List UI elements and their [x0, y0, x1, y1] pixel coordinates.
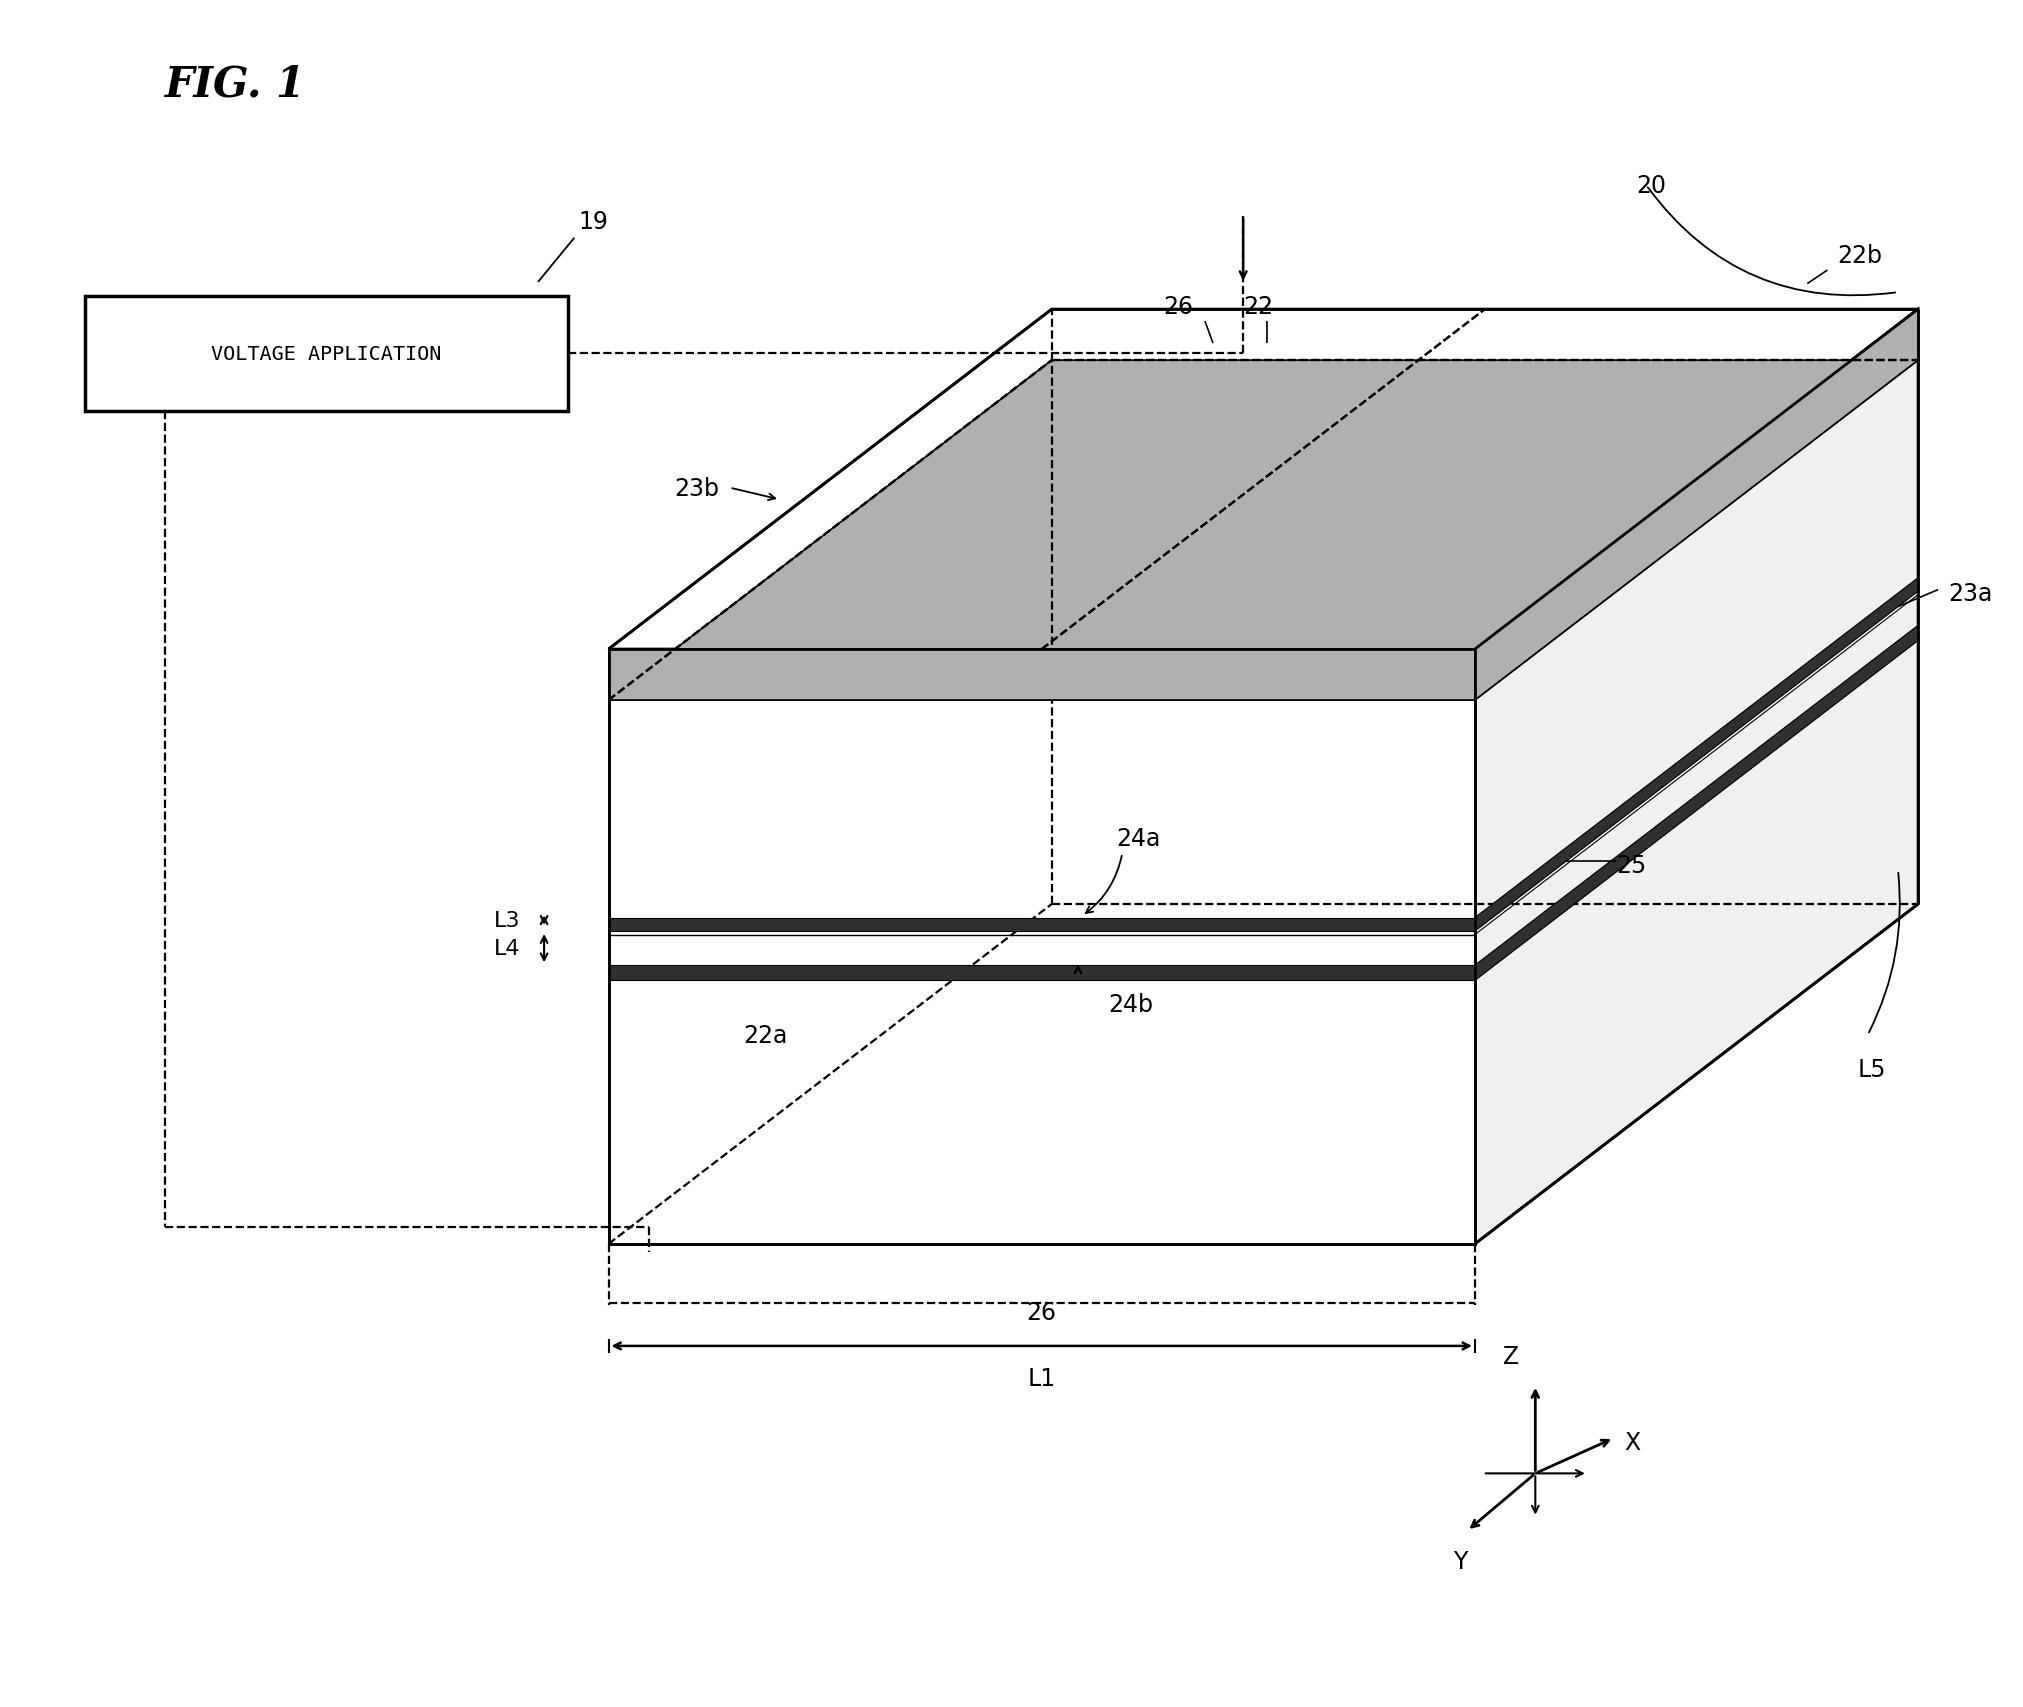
Text: VOLTAGE APPLICATION: VOLTAGE APPLICATION [210, 345, 441, 364]
Text: 23a: 23a [1948, 582, 1993, 606]
Polygon shape [609, 650, 1475, 1244]
Polygon shape [609, 918, 1475, 932]
Text: 24b: 24b [1109, 993, 1153, 1017]
Text: X: X [1624, 1430, 1641, 1454]
Text: L4: L4 [494, 939, 520, 959]
Polygon shape [609, 311, 1918, 650]
Text: Y: Y [1453, 1548, 1467, 1572]
Polygon shape [1475, 579, 1918, 932]
Text: 25: 25 [1616, 854, 1647, 877]
Text: 26: 26 [1028, 1301, 1056, 1325]
Polygon shape [1475, 626, 1918, 982]
Text: 26: 26 [1163, 294, 1194, 319]
Text: L1: L1 [1028, 1367, 1056, 1391]
Polygon shape [1475, 311, 1918, 1244]
Text: 20: 20 [1637, 174, 1667, 198]
Text: L5: L5 [1857, 1057, 1885, 1081]
Text: FIG. 1: FIG. 1 [166, 63, 305, 106]
Polygon shape [1475, 311, 1918, 700]
Polygon shape [85, 297, 568, 411]
Polygon shape [609, 966, 1475, 982]
Text: 23b: 23b [674, 476, 720, 500]
Text: 19: 19 [579, 210, 609, 234]
Text: 22b: 22b [1837, 244, 1883, 268]
Polygon shape [609, 650, 1475, 700]
Polygon shape [609, 360, 1918, 700]
Text: 24a: 24a [1117, 826, 1161, 850]
Text: L3: L3 [494, 910, 520, 930]
Text: 22: 22 [1244, 294, 1272, 319]
Text: Z: Z [1503, 1343, 1519, 1369]
Text: 22a: 22a [744, 1022, 787, 1048]
